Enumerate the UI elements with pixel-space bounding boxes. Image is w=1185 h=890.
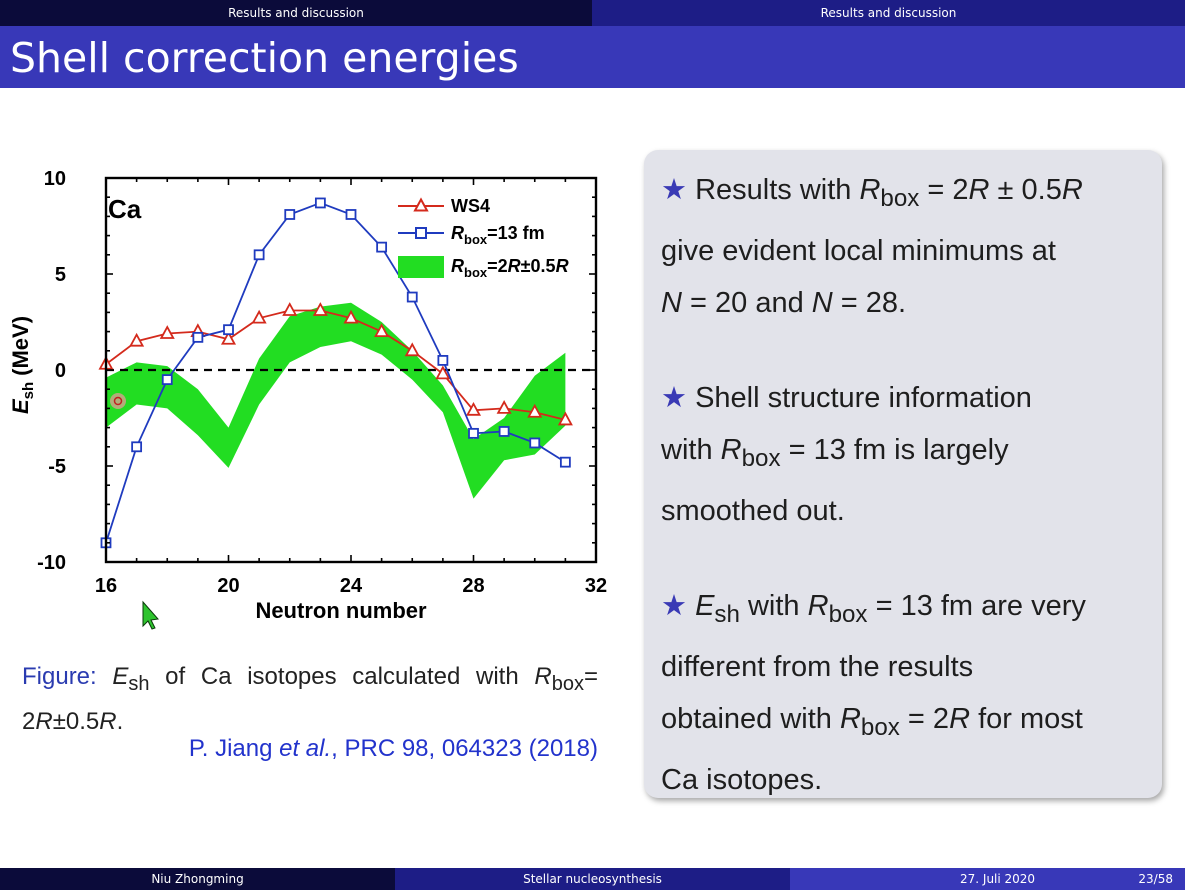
x-tick-label: 32 xyxy=(585,575,607,597)
legend-band-swatch xyxy=(398,256,444,278)
ws4-point xyxy=(159,325,175,339)
rbox13-point xyxy=(314,197,326,209)
title-bar: Shell correction energies xyxy=(0,26,1185,88)
ws4-point xyxy=(435,365,451,380)
ws4-point xyxy=(404,342,420,357)
series-line-ws4 xyxy=(105,309,566,421)
rbox13-point xyxy=(376,241,388,253)
rbox13-point xyxy=(498,426,510,437)
ws4-point xyxy=(496,400,512,414)
footer-bar: Niu Zhongming Stellar nucleosynthesis 27… xyxy=(0,868,1185,890)
rbox13-point xyxy=(406,291,418,303)
figure-caption: Figure: Esh of Ca isotopes calculated wi… xyxy=(22,658,598,741)
caption-text-1: of Ca isotopes calculated with xyxy=(149,663,519,690)
footer-date: 27. Juli 2020 xyxy=(960,872,1036,886)
bullet-3: ★ Esh with Rbox = 13 fm are very differe… xyxy=(661,590,1086,796)
footer-meta: 27. Juli 2020 23/58 xyxy=(790,868,1185,890)
esh-chart: 16 20 24 28 32 10 5 0 -5 -10 Ca Neutron number Es… xyxy=(8,168,607,630)
page-number[interactable]: 23/58 xyxy=(1138,872,1173,886)
y-axis-label: Esh (MeV) xyxy=(8,316,37,414)
chart-legend: WS4 Rbox=13 fm Rbox=2R±0.5R xyxy=(398,196,569,280)
ws4-point xyxy=(282,302,298,316)
nav-section-right[interactable]: Results and discussion xyxy=(592,0,1185,26)
reference-citation: P. Jiang et al., PRC 98, 064323 (2018) xyxy=(188,735,598,762)
y-tick-label: 10 xyxy=(44,170,66,190)
slide-title: Shell correction energies xyxy=(10,34,519,82)
summary-box: ★ Results with Rbox = 2R ± 0.5R give evi… xyxy=(644,150,1162,798)
pointer-highlight xyxy=(110,393,126,409)
chart-container: 16 20 24 28 32 10 5 0 -5 -10 Ca Neutron number Es… xyxy=(0,168,620,630)
rbox13-point xyxy=(192,331,204,343)
caption-r-sub: box xyxy=(551,672,584,695)
nav-section-left[interactable]: Results and discussion xyxy=(0,0,592,26)
y-label-unit: (MeV) xyxy=(8,316,33,376)
ws4-point xyxy=(251,309,267,324)
y-label-symbol: E xyxy=(8,398,33,414)
y-tick-label: -5 xyxy=(48,456,66,478)
ws4-point xyxy=(343,309,359,324)
rbox13-point xyxy=(345,209,357,220)
caption-label: Figure: xyxy=(22,663,97,690)
ws4-point xyxy=(465,401,482,416)
caption-e-sub: sh xyxy=(128,672,150,695)
ws4-point xyxy=(312,302,328,316)
mouse-cursor-icon xyxy=(142,600,159,630)
star-icon: ★ xyxy=(661,174,687,206)
y-tick-label: -10 xyxy=(37,552,66,574)
rbox13-point xyxy=(559,456,571,468)
rbox13-point xyxy=(131,441,143,453)
rbox13-point xyxy=(161,374,173,386)
star-icon: ★ xyxy=(661,590,687,622)
legend-ws4-marker xyxy=(413,197,429,212)
rbox13-point xyxy=(253,249,265,261)
panel-label: Ca xyxy=(108,194,142,224)
footer-talk-title: Stellar nucleosynthesis xyxy=(395,868,790,890)
bullet-2: ★ Shell structure information with Rbox … xyxy=(661,382,1032,527)
y-label-sub: sh xyxy=(20,382,37,400)
caption-r-symbol: R xyxy=(534,663,552,690)
caption-text-2: = 2 xyxy=(22,663,598,735)
series-line-rbox13 xyxy=(105,201,566,544)
y-tick-label: 5 xyxy=(55,264,66,286)
ws4-point xyxy=(527,403,543,418)
svg-text:Esh(MeV): Esh (MeV) xyxy=(8,316,37,414)
y-tick-label: 0 xyxy=(55,360,66,382)
x-axis-label: Neutron number xyxy=(255,598,427,623)
footer-author: Niu Zhongming xyxy=(0,868,395,890)
caption-e-symbol: E xyxy=(112,663,129,690)
caption-text-4: . xyxy=(116,707,124,735)
ws4-point xyxy=(557,411,573,426)
ws4-point xyxy=(220,330,237,345)
rbox13-point xyxy=(529,437,541,449)
ws4-point xyxy=(374,323,390,338)
legend-band-label: Rbox=2R±0.5R xyxy=(451,256,569,280)
rbox13-point xyxy=(223,324,234,336)
legend-rbox13-marker xyxy=(415,227,427,239)
legend-rbox13-label: Rbox=13 fm xyxy=(451,223,545,247)
x-tick-label: 20 xyxy=(217,575,239,597)
legend-ws4-label: WS4 xyxy=(451,196,490,216)
caption-text-3: ±0.5 xyxy=(52,707,100,735)
bullet-1: ★ Results with Rbox = 2R ± 0.5R give evi… xyxy=(661,174,1083,319)
star-icon: ★ xyxy=(661,382,687,414)
x-tick-label: 28 xyxy=(462,575,484,597)
x-tick-label: 24 xyxy=(340,575,363,597)
top-navigation: Results and discussion Results and discu… xyxy=(0,0,1185,26)
caption-r2: R xyxy=(35,707,53,735)
rbox13-point xyxy=(284,209,296,220)
rbox13-point xyxy=(437,354,449,366)
x-tick-label: 16 xyxy=(95,575,117,597)
ws4-point xyxy=(129,332,145,347)
uncertainty-band xyxy=(106,302,566,499)
caption-r3: R xyxy=(99,707,117,735)
rbox13-point xyxy=(468,427,479,439)
